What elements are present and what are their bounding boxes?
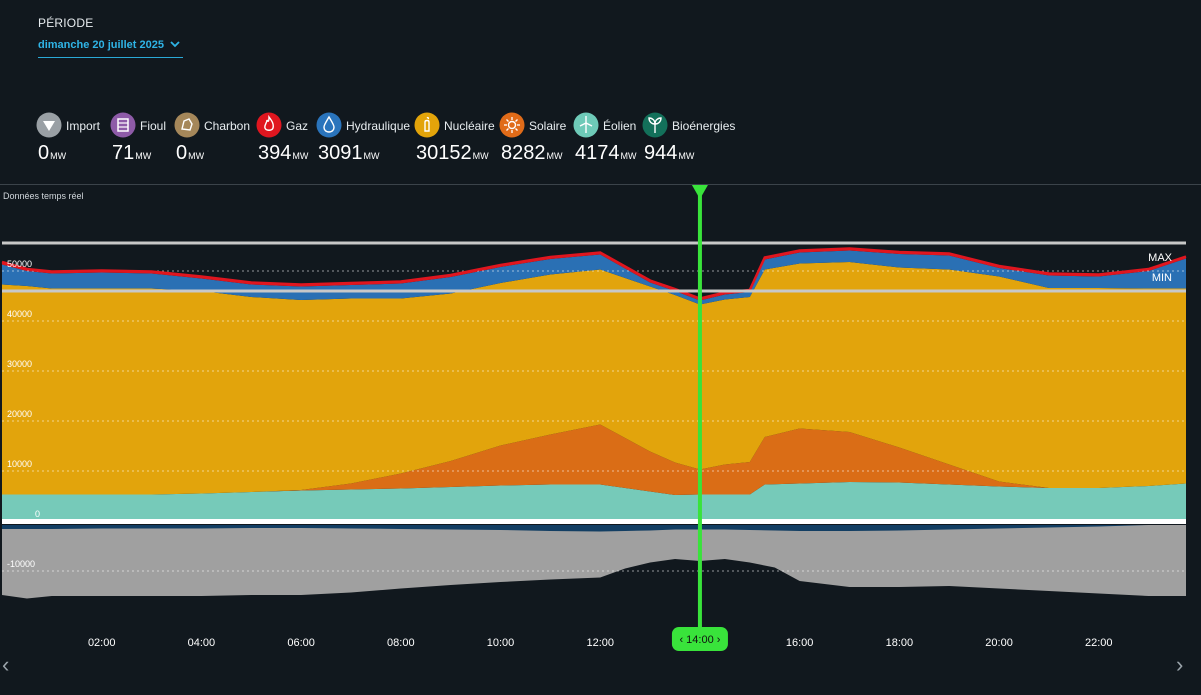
y-tick-label: 0	[35, 509, 40, 519]
legend-value: 944	[644, 142, 678, 164]
legend-unit: MW	[292, 151, 309, 161]
legend-value: 30152	[416, 142, 472, 164]
legend-name: Fioul	[140, 119, 167, 133]
legend-name: Import	[66, 119, 101, 133]
oil-barrel-icon	[110, 112, 136, 138]
legend-value: 71	[112, 142, 135, 164]
legend-value: 0	[176, 142, 188, 164]
legend-name: Bioénergies	[672, 119, 736, 133]
x-tick-label: 20:00	[985, 637, 1013, 649]
time-cursor-label: ‹ 14:00 ›	[679, 634, 720, 646]
wind-turbine-icon	[573, 112, 599, 138]
min-label: MIN	[1152, 272, 1172, 284]
x-tick-label: 18:00	[886, 637, 914, 649]
divider	[0, 184, 1201, 185]
y-tick-label: 40000	[7, 309, 32, 319]
x-tick-label: 08:00	[387, 637, 415, 649]
area-solaire	[2, 424, 1186, 495]
x-tick-label: 02:00	[88, 637, 116, 649]
x-tick-label: 06:00	[287, 637, 315, 649]
legend-value: 3091	[318, 142, 363, 164]
leaf-icon	[642, 112, 668, 138]
x-tick-label: 12:00	[586, 637, 614, 649]
y-tick-label: 50000	[7, 259, 32, 269]
legend-name: Gaz	[286, 119, 309, 133]
nuclear-icon	[414, 112, 440, 138]
date-value: dimanche 20 juillet 2025	[38, 39, 164, 51]
water-drop-icon	[316, 112, 342, 138]
y-tick-label: 20000	[7, 409, 32, 419]
legend-unit: MW	[135, 151, 152, 161]
legend-name: Hydraulique	[346, 119, 411, 133]
area-export	[2, 525, 1186, 599]
time-cursor-handle[interactable]	[691, 185, 708, 199]
legend-name: Nucléaire	[444, 119, 495, 133]
realtime-label: Données temps réel	[3, 191, 84, 201]
sun-icon	[499, 112, 525, 138]
y-tick-label: 30000	[7, 359, 32, 369]
coal-icon	[174, 112, 200, 138]
y-tick-label: -10000	[7, 559, 35, 569]
next-day-arrow[interactable]: ›	[1176, 652, 1184, 677]
chevron-down-icon	[170, 41, 180, 48]
x-tick-label: 22:00	[1085, 637, 1113, 649]
legend-value: 394	[258, 142, 292, 164]
period-label: PÉRIODE	[38, 16, 94, 30]
area-export-dark	[2, 525, 1186, 532]
legend-name: Éolien	[603, 119, 637, 133]
time-cursor-badge[interactable]	[671, 627, 728, 651]
legend-unit: MW	[472, 151, 489, 161]
legend-unit: MW	[678, 151, 695, 161]
legend-unit: MW	[188, 151, 205, 161]
area-eolien	[2, 482, 1186, 520]
legend-value: 4174	[575, 142, 620, 164]
area-nucleaire	[2, 262, 1186, 495]
legend-name: Solaire	[529, 119, 567, 133]
legend-name: Charbon	[204, 119, 251, 133]
x-tick-label: 04:00	[188, 637, 216, 649]
legend-unit: MW	[50, 151, 67, 161]
production-legend: Import 0MW Fioul 71MW Charbon 0MW Gaz 39…	[36, 110, 776, 170]
legend-unit: MW	[546, 151, 563, 161]
legend-value: 0	[38, 142, 50, 164]
legend-unit: MW	[620, 151, 637, 161]
x-tick-label: 16:00	[786, 637, 814, 649]
gaz-top-line	[1, 247, 1187, 300]
legend-value: 8282	[501, 142, 546, 164]
x-tick-label: 10:00	[487, 637, 515, 649]
zero-line	[2, 519, 1186, 524]
previous-day-arrow[interactable]: ‹	[2, 652, 10, 677]
date-dropdown[interactable]: dimanche 20 juillet 2025	[38, 38, 183, 58]
max-label: MAX	[1148, 252, 1173, 264]
flame-icon	[256, 112, 282, 138]
legend-unit: MW	[363, 151, 380, 161]
arrow-down-icon	[36, 112, 62, 138]
y-tick-label: 10000	[7, 459, 32, 469]
